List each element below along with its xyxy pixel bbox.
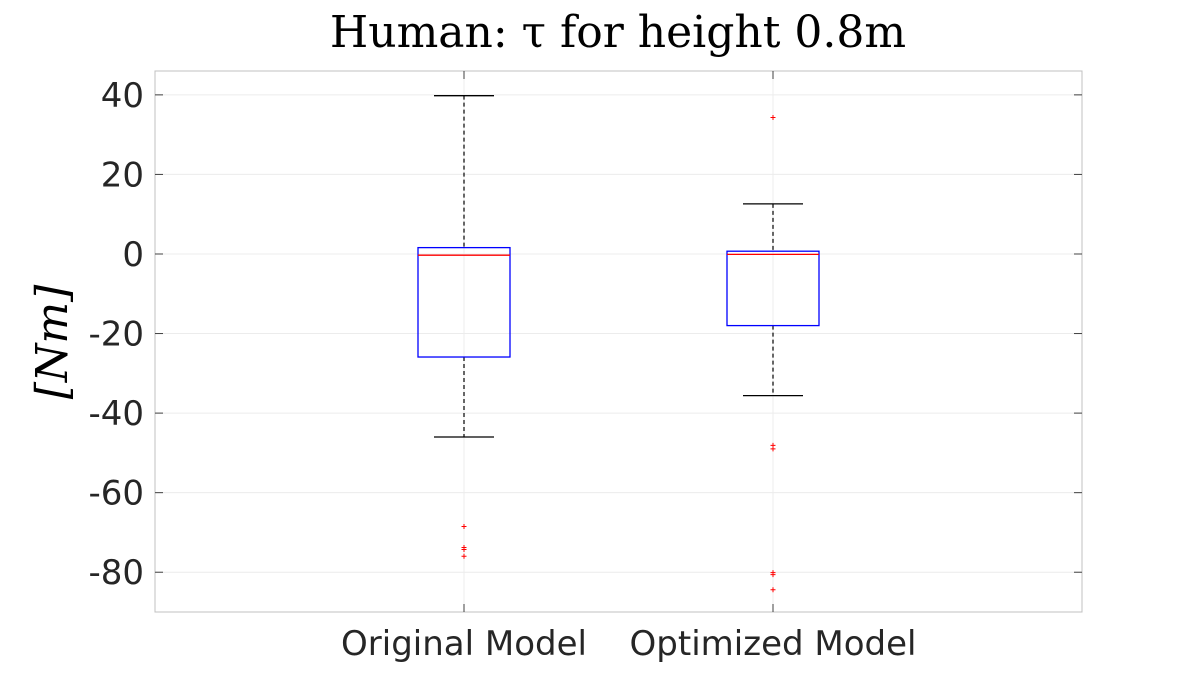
outlier-point [461,547,467,553]
x-tick-label: Optimized Model [630,624,917,664]
y-tick-label: -20 [88,315,144,355]
x-tick-label: Original Model [341,624,587,664]
outlier-point [461,523,467,529]
outlier-point [461,553,467,559]
y-tick-label: 0 [122,235,144,275]
y-tick-label: -80 [88,553,144,593]
y-tick-label: -60 [88,474,144,514]
iqr-box [726,250,820,327]
outlier-point [770,587,776,593]
y-tick-label: 40 [101,76,144,116]
y-tick-label: 20 [101,155,144,195]
plot-frame [154,70,1083,613]
y-axis-label: [Nm] [27,284,78,399]
plot-area: 40 20 0 -20 -40 -60 -80 Original Model Optimized… [88,70,1083,664]
y-tick-label: -40 [88,394,144,434]
outlier-point [770,115,776,121]
outlier-point [770,572,776,578]
outlier-point [770,446,776,452]
chart-title: Human: τ for height 0.8m [330,7,906,58]
iqr-box [417,246,511,358]
